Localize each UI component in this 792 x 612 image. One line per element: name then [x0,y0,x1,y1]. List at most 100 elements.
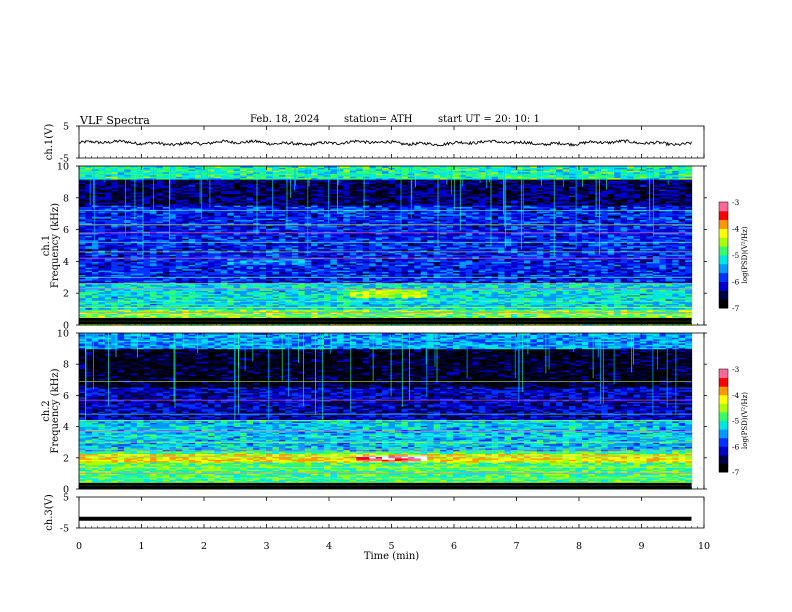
spectrogram-cell [214,312,222,314]
spectrogram-cell [517,303,525,306]
spectrogram-cell [433,309,441,312]
spectrogram-cell [672,280,680,283]
spectrogram-cell [491,273,499,275]
spectrogram-cell [291,274,299,277]
spectrogram-cell [149,278,157,281]
spectrogram-cell [452,304,460,307]
spectrogram-cell [465,301,473,304]
spectrogram-cell [440,281,448,284]
spectrogram-cell [614,304,622,307]
spectrogram-cell [575,313,583,316]
spectrogram-cell [336,270,344,273]
spectrogram-cell [317,254,325,257]
spectrogram-cell [678,281,686,284]
spectrogram-cell [137,309,144,312]
spectrogram-cell [556,313,564,316]
spectrogram-cell [298,258,306,261]
spectrogram-cell [317,249,325,252]
spectrogram-cell [220,310,228,313]
spectrogram-cell [143,267,151,270]
spectrogram-cell [130,273,138,275]
spectrogram-cell [504,274,512,277]
spectrogram-cell [246,274,254,277]
spectrogram-cell [195,313,203,316]
spectrogram-cell [156,251,164,254]
spectrogram-cell [98,281,106,284]
spectrogram-cell [111,291,119,294]
spectrogram-cell [433,267,441,270]
spectrogram-cell [291,277,299,280]
spectrogram-cell [601,267,609,270]
spectrogram-cell [614,288,622,291]
spectrogram-cell [195,291,203,294]
spectrogram-cell [278,286,286,288]
spectrogram-cell [227,252,235,255]
spectrogram-cell [607,316,615,319]
spectrogram-cell [349,262,357,265]
spectrogram-cell [375,303,383,306]
spectrogram-cell [91,273,99,275]
spectrogram-cell [646,307,654,310]
spectrogram-cell [227,288,235,291]
spectrogram-cell [343,267,351,270]
spectrogram-cell [375,307,383,310]
spectrogram-cell [137,277,144,280]
spectrogram-cell [549,273,557,275]
spectrogram-cell [639,307,647,310]
spectrogram-cell [137,304,144,307]
spectrogram-cell [465,293,473,296]
spectrogram-cell [420,290,428,293]
spectrogram-cell [324,252,331,255]
spectrogram-cell [227,281,235,284]
spectrogram-cell [646,260,654,262]
spectrogram-cell [407,313,415,316]
spectrogram-cell [162,291,170,294]
spectrogram-cell [614,310,622,313]
spectrogram-cell [665,252,673,255]
spectrogram-cell [349,251,357,254]
spectrogram-cell [285,262,293,265]
spectrogram-cell [227,303,235,306]
spectrogram-cell [472,252,480,255]
spectrogram-cell [382,268,389,271]
spectrogram-cell [343,264,351,267]
spectrogram-cell [156,301,164,304]
spectrogram-cell [201,264,209,267]
spectrogram-cell [401,280,409,283]
spectrogram-cell [394,262,402,265]
spectrogram-cell [291,299,299,301]
spectrogram-cell [85,264,93,267]
spectrogram-cell [581,265,589,268]
spectrogram-cell [259,297,267,300]
spectrogram-cell [575,316,583,319]
spectrogram-cell [266,249,273,252]
spectrogram-cell [240,278,248,281]
spectrogram-cell [349,274,357,277]
spectrogram-cell [362,312,370,314]
spectrogram-cell [427,288,435,291]
spectrogram-cell [478,255,486,258]
spectrogram-cell [472,316,480,319]
spectrogram-cell [569,274,576,277]
spectrogram-cell [362,297,370,300]
spectrogram-cell [291,280,299,283]
spectrogram-cell [440,293,448,296]
spectrogram-cell [214,286,222,288]
spectrogram-cell [388,271,396,274]
spectrogram-cell [201,290,209,293]
spectrogram-cell [79,251,86,254]
spectrogram-cell [143,296,151,299]
spectrogram-cell [156,290,164,293]
spectrogram-cell [182,274,190,277]
spectrogram-cell [272,249,280,252]
spectrogram-cell [672,290,680,293]
spectrogram-cell [375,297,383,300]
spectrogram-cell [562,312,570,314]
spectrogram-cell [427,270,435,273]
spectrogram-cell [117,260,125,262]
spectrogram-cell [240,297,248,300]
spectrogram-cell [124,310,132,313]
spectrogram-cell [91,296,99,299]
spectrogram-cell [433,255,441,258]
spectrogram-cell [607,303,615,306]
